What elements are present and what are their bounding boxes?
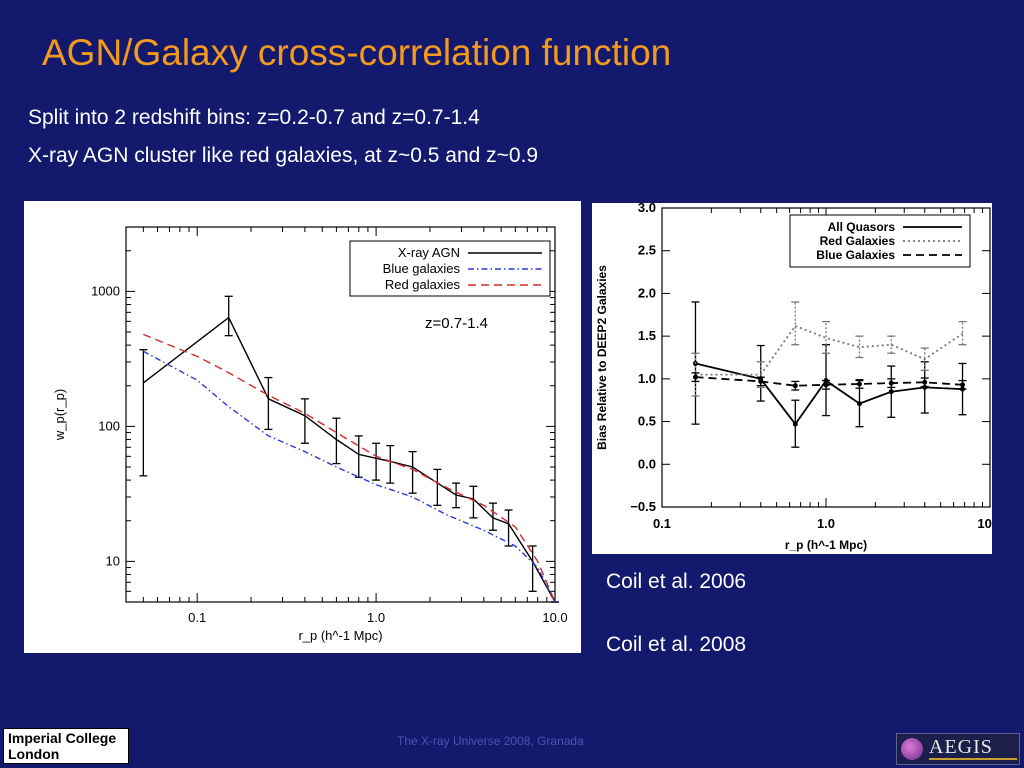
imperial-college-logo: Imperial College London xyxy=(3,728,129,764)
plot-frame xyxy=(125,226,556,603)
aegis-logo-underline xyxy=(929,758,1017,760)
y-tick-label: 3.0 xyxy=(638,203,656,215)
data-point-blue-galaxies xyxy=(692,374,698,380)
legend-label-x-ray-agn: X-ray AGN xyxy=(398,245,460,260)
legend-label-red-galaxies: Red galaxies xyxy=(385,277,461,292)
y-axis-label: Bias Relative to DEEP2 Galaxies xyxy=(595,265,609,450)
data-point-all-quasors xyxy=(856,401,862,407)
data-point-all-quasors xyxy=(888,389,894,395)
legend-label-blue-galaxies: Blue Galaxies xyxy=(816,248,895,262)
bias-chart: 0.1 1.0 10.0 −0.5 0.0 0.5 1.0 1.5 2.0 2.5 3.0 r_p (… xyxy=(595,200,1003,552)
x-tick-label: 1.0 xyxy=(367,610,385,625)
redshift-annotation: z=0.7-1.4 xyxy=(425,315,488,332)
y-tick-label: 1000 xyxy=(91,283,120,298)
data-point-blue-galaxies xyxy=(960,382,966,388)
data-point-blue-galaxies xyxy=(888,380,894,386)
legend-box xyxy=(349,240,551,297)
data-point-blue-galaxies xyxy=(856,381,862,387)
data-point-blue-galaxies xyxy=(758,378,764,384)
legend-label-all-quasors: All Quasors xyxy=(828,220,896,234)
data-point-blue-galaxies xyxy=(823,382,829,388)
legend-label-red-galaxies: Red Galaxies xyxy=(820,234,896,248)
series-line-all-quasors xyxy=(695,362,963,426)
aegis-logo-text: AEGIS xyxy=(929,736,993,758)
series-line-blue-galaxies xyxy=(142,350,556,603)
x-axis-label: r_p (h^-1 Mpc) xyxy=(785,538,867,552)
series-line-x-ray-agn xyxy=(142,316,556,603)
series-line-red-galaxies xyxy=(143,333,556,603)
series-line-red-galaxies xyxy=(695,324,964,376)
caption-coil-2006: Coil et al. 2006 xyxy=(606,570,747,593)
y-tick-label: 1.5 xyxy=(638,328,656,343)
right-chart-panel: 0.1 1.0 10.0 −0.5 0.0 0.5 1.0 1.5 2.0 2.5 3.0 r_p (… xyxy=(592,200,1003,554)
y-axis-label: w_p(r_p) xyxy=(52,389,67,441)
x-tick-label: 1.0 xyxy=(817,516,835,531)
x-tick-label: 0.1 xyxy=(653,516,671,531)
left-chart-panel: 0.1 1.0 10.0 10 100 1000 r_p (h^-1 Mpc) w_p(r_p… xyxy=(24,201,581,653)
y-tick-label: 100 xyxy=(98,418,120,433)
aegis-logo: AEGIS xyxy=(896,733,1020,765)
slide-title: AGN/Galaxy cross-correlation function xyxy=(42,32,672,73)
y-tick-label: 2.5 xyxy=(638,243,656,258)
imperial-logo-line-2: London xyxy=(8,746,60,762)
y-tick-label: 2.0 xyxy=(638,285,656,300)
imperial-logo-line-1: Imperial College xyxy=(8,730,117,746)
x-tick-label: 0.1 xyxy=(188,610,206,625)
series-line-blue-galaxies xyxy=(695,376,963,387)
x-tick-label: 10.0 xyxy=(542,610,567,625)
subtitle-line-1: Split into 2 redshift bins: z=0.2-0.7 an… xyxy=(28,106,480,129)
y-tick-label: −0.5 xyxy=(630,499,656,514)
footer-text: The X-ray Universe 2008, Granada xyxy=(397,734,584,748)
data-point-blue-galaxies xyxy=(792,383,798,389)
x-tick-label: 10.0 xyxy=(977,516,992,531)
caption-coil-2008: Coil et al. 2008 xyxy=(606,633,747,656)
y-tick-label: 1.0 xyxy=(638,371,656,386)
aegis-emblem-icon xyxy=(901,738,923,760)
legend-label-blue-galaxies: Blue galaxies xyxy=(383,261,461,276)
x-axis-label: r_p (h^-1 Mpc) xyxy=(298,628,382,643)
y-tick-label: 10 xyxy=(106,553,120,568)
y-tick-label: 0.0 xyxy=(638,456,656,471)
data-point-blue-galaxies xyxy=(922,379,928,385)
data-point-all-quasors xyxy=(792,421,798,427)
subtitle-line-2: X-ray AGN cluster like red galaxies, at … xyxy=(28,144,539,167)
cross-correlation-chart: 0.1 1.0 10.0 10 100 1000 r_p (h^-1 Mpc) w_p(r_p… xyxy=(52,226,568,643)
y-tick-label: 0.5 xyxy=(638,414,656,429)
